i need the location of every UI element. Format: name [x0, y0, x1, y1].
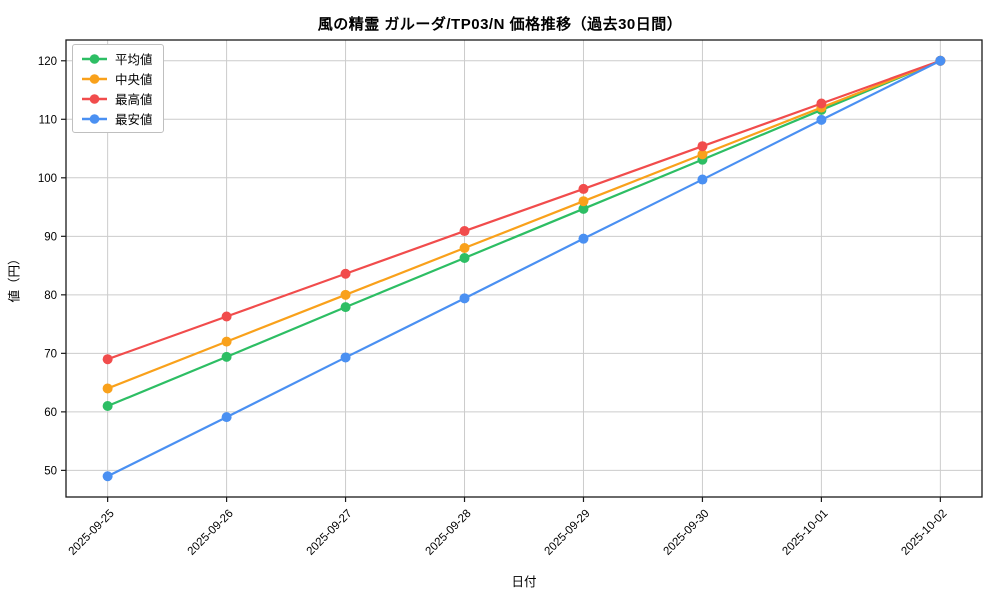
x-tick-label: 2025-09-30 — [661, 508, 711, 558]
data-point-max — [340, 268, 351, 279]
plot-border — [65, 39, 983, 498]
data-point-max — [816, 98, 827, 109]
data-point-min — [221, 412, 232, 423]
data-point-average — [221, 351, 232, 362]
x-tick-label: 2025-10-02 — [899, 508, 949, 558]
data-point-max — [221, 311, 232, 322]
data-point-max — [459, 226, 470, 237]
series-line-max — [106, 59, 942, 361]
data-point-min — [340, 352, 351, 363]
x-tick-label: 2025-09-25 — [67, 508, 117, 558]
legend-label-median: 中央値 — [115, 73, 153, 87]
data-point-average — [102, 401, 113, 412]
legend-label-average: 平均値 — [115, 53, 153, 67]
y-tick-label: 120 — [38, 56, 57, 68]
legend-label-max: 最高値 — [115, 93, 153, 107]
data-point-min — [816, 114, 827, 125]
y-tick-label: 50 — [44, 465, 57, 477]
y-tick-label: 110 — [39, 114, 57, 126]
legend-item-min: 最安値 — [81, 110, 153, 127]
y-tick-label: 90 — [44, 231, 57, 243]
series-line-median — [106, 59, 942, 390]
legend-marker-average — [82, 53, 107, 64]
x-tick-label: 2025-09-26 — [186, 508, 236, 558]
data-point-median — [102, 383, 113, 394]
data-point-average — [459, 252, 470, 263]
legend: 平均値中央値最高値最安値 — [72, 44, 164, 133]
data-point-median — [221, 336, 232, 347]
x-tick-label: 2025-09-29 — [543, 508, 593, 558]
x-tick-label: 2025-09-28 — [424, 508, 474, 558]
legend-item-max: 最高値 — [81, 90, 153, 107]
legend-marker-min — [82, 113, 107, 124]
legend-item-average: 平均値 — [81, 50, 153, 67]
x-tick-label: 2025-09-27 — [305, 508, 355, 558]
y-tick-label: 60 — [44, 407, 57, 419]
data-point-min — [578, 233, 589, 244]
y-tick-label: 100 — [38, 173, 57, 185]
data-point-min — [697, 174, 708, 185]
data-point-median — [578, 196, 589, 207]
series-line-average — [106, 59, 942, 408]
data-point-average — [578, 203, 589, 214]
y-tick-label: 70 — [44, 348, 57, 360]
y-axis-label: 値（円） — [7, 252, 22, 303]
data-point-min — [102, 471, 113, 482]
chart-title: 風の精霊 ガルーダ/TP03/N 価格推移（過去30日間） — [317, 16, 683, 33]
data-point-min — [935, 55, 946, 66]
x-axis-label: 日付 — [511, 575, 537, 589]
data-point-max — [102, 354, 113, 365]
data-point-median — [340, 289, 351, 300]
data-point-average — [340, 302, 351, 313]
legend-marker-max — [82, 93, 107, 104]
y-tick-label: 80 — [44, 290, 57, 302]
data-point-median — [697, 149, 708, 160]
x-tick-label: 2025-10-01 — [780, 508, 830, 558]
data-point-max — [697, 141, 708, 152]
legend-label-min: 最安値 — [115, 113, 153, 127]
data-point-max — [578, 183, 589, 194]
data-point-min — [459, 293, 470, 304]
series-line-min — [106, 59, 942, 478]
legend-marker-median — [82, 73, 107, 84]
legend-item-median: 中央値 — [81, 70, 153, 87]
data-point-median — [459, 243, 470, 254]
